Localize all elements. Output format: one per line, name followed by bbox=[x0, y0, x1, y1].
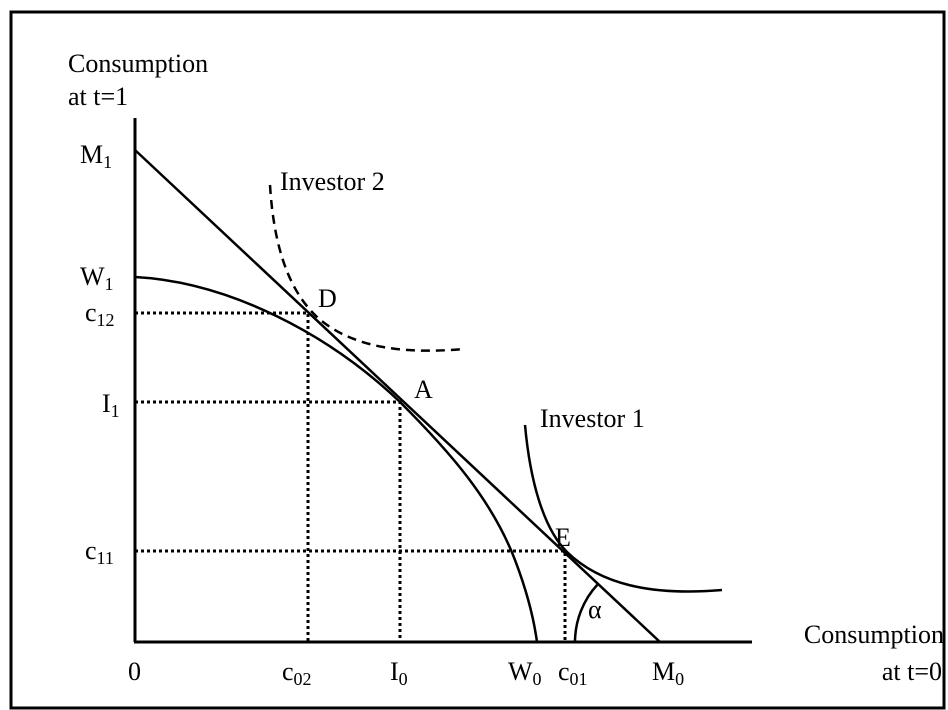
guide-a bbox=[135, 400, 402, 642]
point-label: D bbox=[318, 284, 337, 313]
production-curve bbox=[134, 275, 539, 643]
x-axis-label: Consumption bbox=[804, 620, 944, 649]
indifference-curve-1 bbox=[523, 424, 723, 593]
label-sub: 11 bbox=[97, 548, 114, 568]
angle-label: α bbox=[588, 595, 602, 624]
label-sub: 1 bbox=[111, 401, 120, 421]
label-base: M bbox=[652, 657, 675, 686]
label-base: M bbox=[80, 140, 103, 169]
label-base: c bbox=[85, 298, 97, 327]
point-label: A bbox=[414, 375, 433, 404]
y-label: c12 bbox=[85, 298, 115, 330]
point-label: E bbox=[555, 523, 571, 552]
label-base: I bbox=[102, 389, 111, 418]
label-sub: 1 bbox=[105, 274, 114, 294]
x-label: M0 bbox=[652, 657, 684, 689]
y-axis-label: at t=1 bbox=[68, 82, 128, 111]
x-label: W0 bbox=[508, 657, 542, 689]
guide-e bbox=[135, 549, 567, 642]
x-label: c01 bbox=[558, 657, 588, 689]
label-sub: 1 bbox=[103, 152, 112, 172]
label-base: c bbox=[85, 536, 97, 565]
market-line bbox=[134, 149, 661, 643]
label-sub: 12 bbox=[97, 310, 115, 330]
x-label: I0 bbox=[390, 657, 408, 689]
label-sub: 0 bbox=[675, 669, 684, 689]
y-label: M1 bbox=[80, 140, 112, 172]
label-base: W bbox=[508, 657, 533, 686]
label-sub: 02 bbox=[294, 669, 312, 689]
label-base: W bbox=[80, 262, 105, 291]
label-base: c bbox=[558, 657, 570, 686]
y-axis-label: Consumption bbox=[68, 49, 208, 78]
y-label: c11 bbox=[85, 536, 114, 568]
label-sub: 0 bbox=[533, 669, 542, 689]
curve-label: Investor 1 bbox=[540, 404, 645, 433]
label-sub: 01 bbox=[570, 669, 588, 689]
indifference-curve-2 bbox=[268, 184, 466, 352]
label-base: 0 bbox=[128, 657, 141, 686]
y-label: I1 bbox=[102, 389, 120, 421]
x-label: c02 bbox=[282, 657, 312, 689]
label-base: I bbox=[390, 657, 399, 686]
angle-arc bbox=[573, 583, 599, 643]
label-sub: 0 bbox=[399, 669, 408, 689]
y-label: W1 bbox=[80, 262, 114, 294]
x-axis-label: at t=0 bbox=[882, 657, 942, 686]
x-label: 0 bbox=[128, 657, 141, 686]
label-base: c bbox=[282, 657, 294, 686]
curve-label: Investor 2 bbox=[280, 167, 385, 196]
frame bbox=[9, 10, 946, 710]
guide-d bbox=[135, 311, 310, 642]
